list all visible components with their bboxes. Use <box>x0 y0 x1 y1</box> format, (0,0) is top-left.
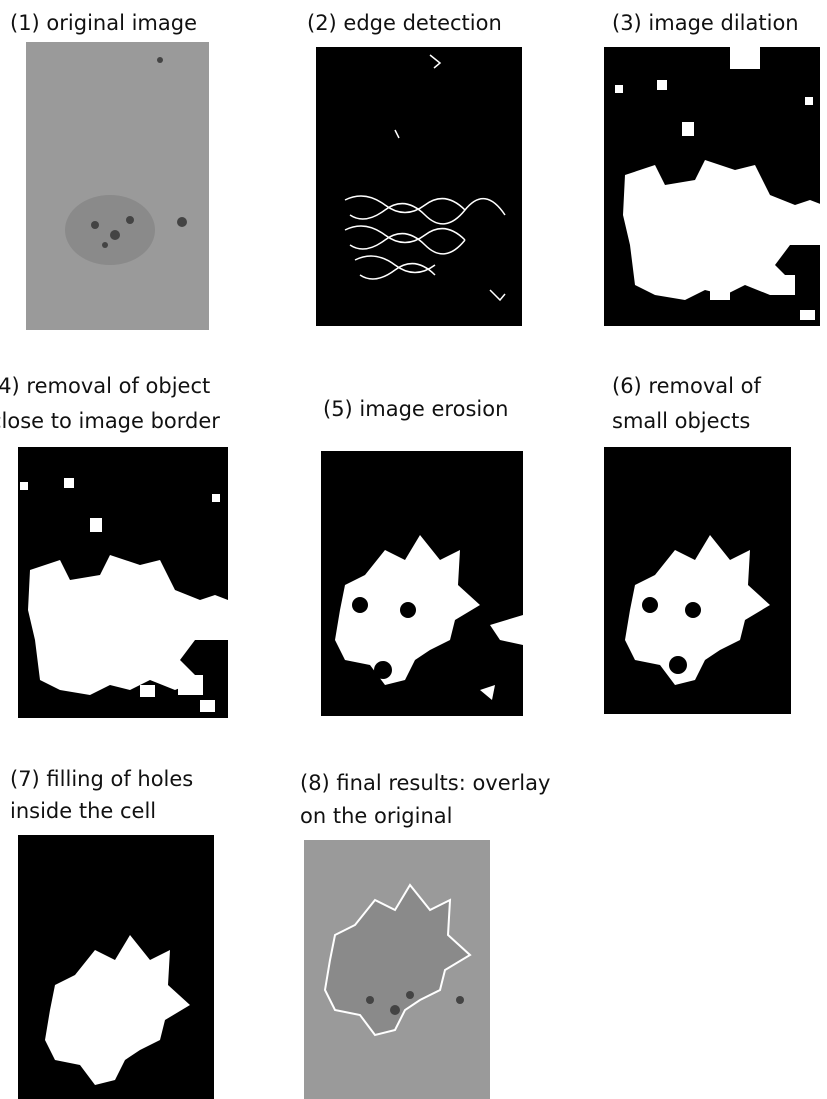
panel-label: (3) image dilation <box>612 11 799 35</box>
panel-label: (4) removal of object <box>0 374 210 398</box>
panel-label: inside the cell <box>10 799 156 823</box>
image-edges <box>316 47 522 326</box>
image-original <box>26 42 209 330</box>
panel-label: (8) final results: overlay <box>300 771 550 795</box>
panel-label: (7) filling of holes <box>10 767 193 791</box>
panel-label: (1) original image <box>10 11 197 35</box>
figure: (1) original image (2) edge detection (3… <box>0 0 827 1099</box>
panel-label: on the original <box>300 804 452 828</box>
panel-label: (5) image erosion <box>323 397 508 421</box>
panel-label: (6) removal of <box>612 374 761 398</box>
panel-label: small objects <box>612 409 750 433</box>
panel-label: close to image border <box>0 409 220 433</box>
panel-label: (2) edge detection <box>307 11 502 35</box>
